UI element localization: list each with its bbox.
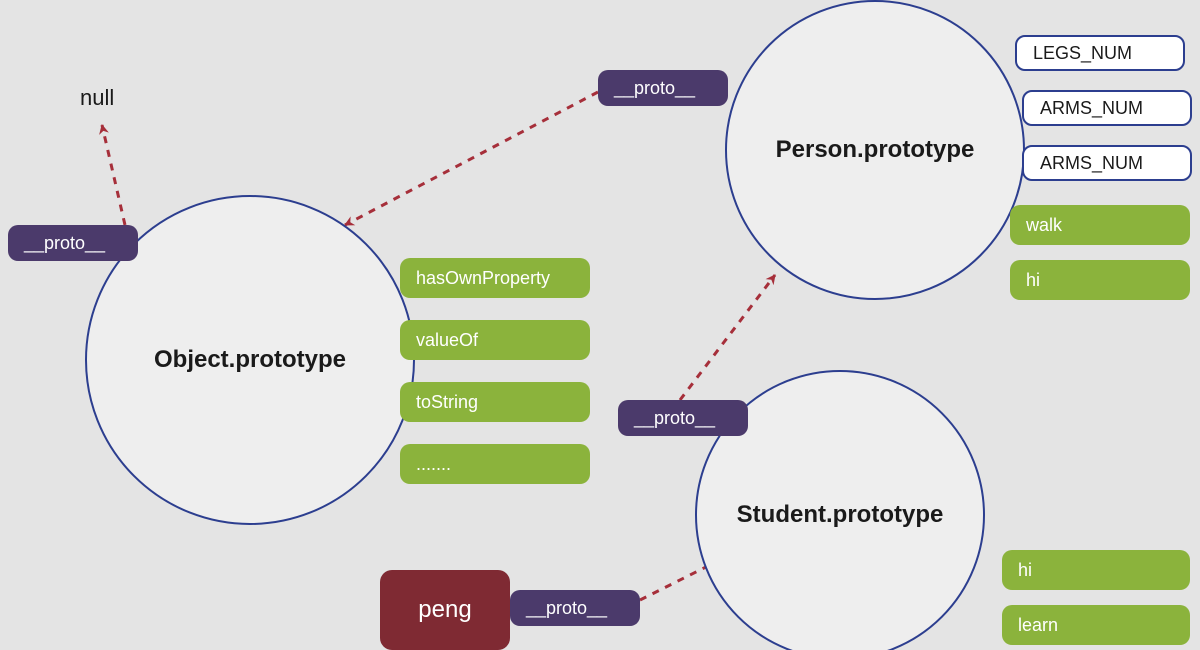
- node-object-title: Object.prototype: [154, 346, 346, 374]
- proto-tag-peng: __proto__: [510, 590, 640, 626]
- proto-tag-peng-label: __proto__: [526, 598, 607, 619]
- method-object-valueof: valueOf: [400, 320, 590, 360]
- proto-tag-object: __proto__: [8, 225, 138, 261]
- prop-person-arms_num: ARMS_NUM: [1022, 90, 1192, 126]
- prop-person-arms_num: ARMS_NUM: [1022, 145, 1192, 181]
- method-person-walk: walk: [1010, 205, 1190, 245]
- node-person-title: Person.prototype: [776, 136, 975, 164]
- arrow-object-to-null: [102, 125, 125, 225]
- method-student-hi: hi: [1002, 550, 1190, 590]
- arrow-student-to-person: [680, 275, 775, 400]
- method-object-: .......: [400, 444, 590, 484]
- proto-tag-student-label: __proto__: [634, 408, 715, 429]
- method-object-tostring: toString: [400, 382, 590, 422]
- method-object-hasownproperty: hasOwnProperty: [400, 258, 590, 298]
- node-student-title: Student.prototype: [737, 501, 944, 529]
- diagram-stage: null Object.prototype Person.prototype S…: [0, 0, 1200, 650]
- prop-person-legs_num: LEGS_NUM: [1015, 35, 1185, 71]
- method-student-learn: learn: [1002, 605, 1190, 645]
- node-person-prototype: Person.prototype: [725, 0, 1025, 300]
- peng-box: peng: [380, 570, 510, 650]
- proto-tag-person: __proto__: [598, 70, 728, 106]
- proto-tag-person-label: __proto__: [614, 78, 695, 99]
- peng-box-label: peng: [418, 596, 471, 624]
- arrow-person-to-object: [345, 92, 598, 225]
- proto-tag-student: __proto__: [618, 400, 748, 436]
- null-label: null: [80, 85, 114, 111]
- proto-tag-object-label: __proto__: [24, 233, 105, 254]
- method-person-hi: hi: [1010, 260, 1190, 300]
